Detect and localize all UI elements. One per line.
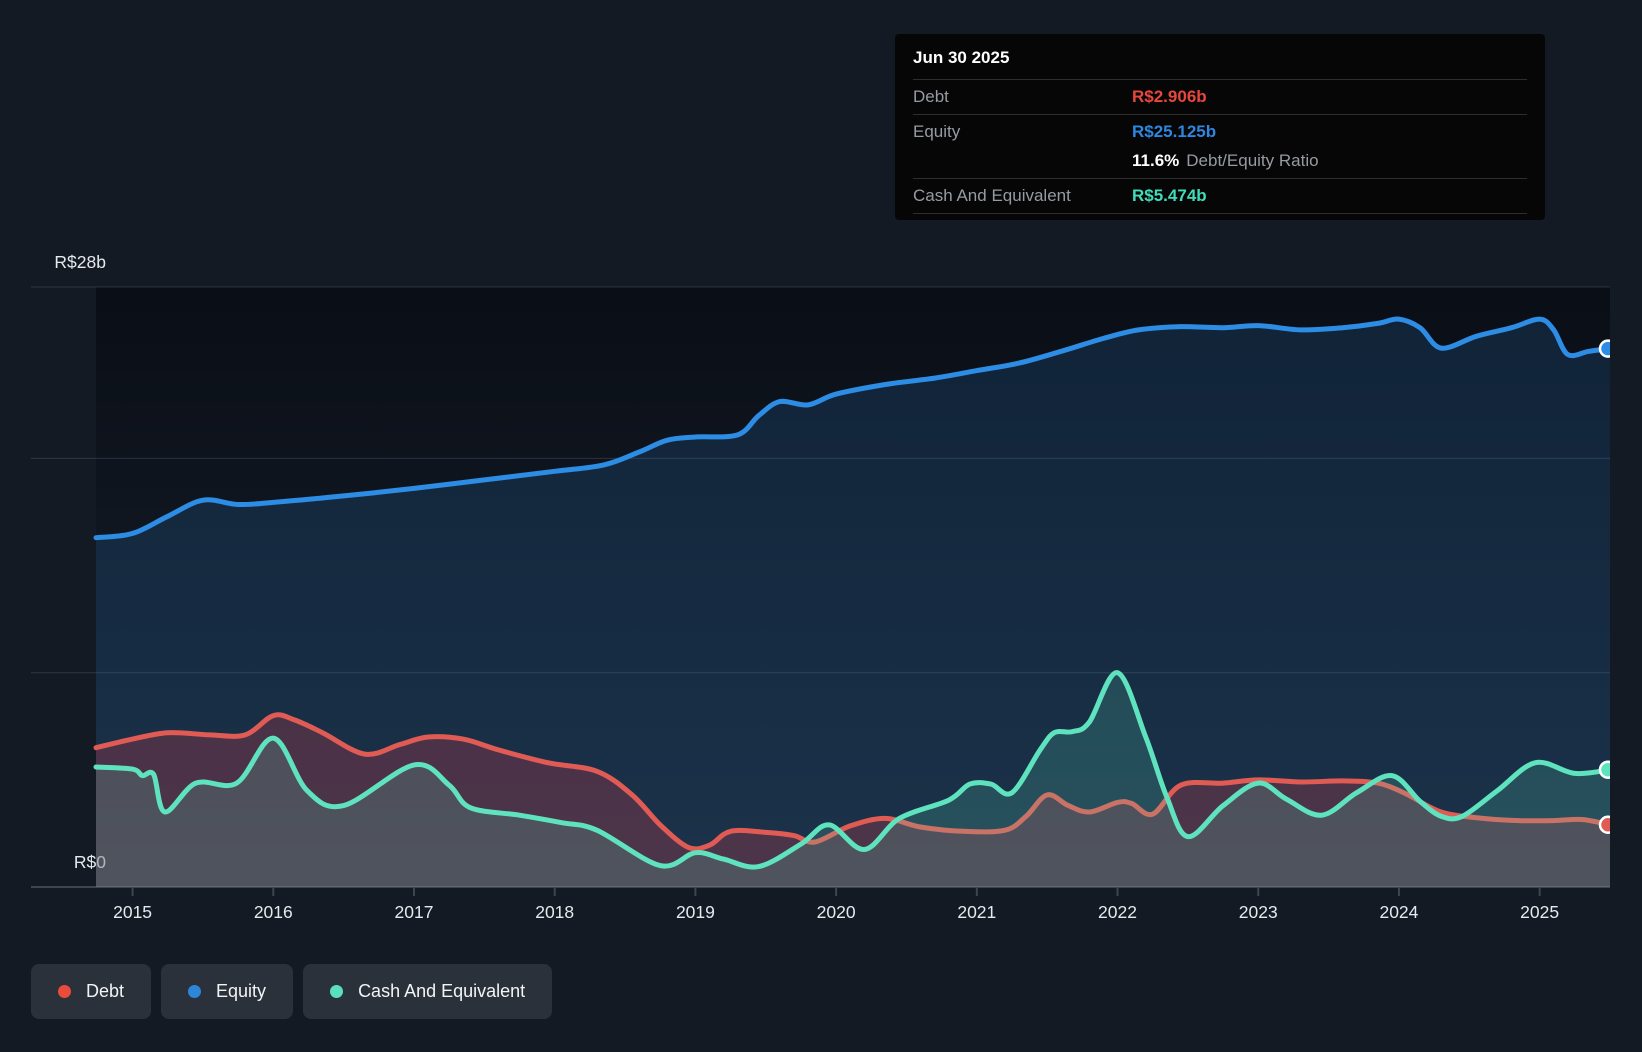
x-axis-label-2023: 2023 <box>1239 902 1278 922</box>
x-axis-label-2025: 2025 <box>1520 902 1559 922</box>
tooltip-equity-value: R$25.125b <box>1132 122 1217 141</box>
x-axis-label-2022: 2022 <box>1098 902 1137 922</box>
tooltip-debt-row: Debt R$2.906b <box>913 80 1527 115</box>
legend-item-cash[interactable]: Cash And Equivalent <box>303 964 553 1019</box>
tooltip-cash-row: Cash And Equivalent R$5.474b <box>913 179 1527 214</box>
tooltip-equity-row: Equity R$25.125b <box>913 115 1527 144</box>
tooltip-equity-label: Equity <box>913 122 961 141</box>
tooltip-debt-value: R$2.906b <box>1132 87 1207 106</box>
cash-dot-icon <box>330 985 344 998</box>
x-axis-label-2021: 2021 <box>957 902 996 922</box>
debt-area <box>96 714 1610 887</box>
tooltip-debt-label: Debt <box>913 87 949 106</box>
y-axis-label-28b: R$28b <box>54 252 106 272</box>
debt-line <box>93 712 1613 852</box>
tooltip-ratio-value: 11.6% <box>1132 151 1180 170</box>
cash-and-equivalent-area <box>96 672 1610 887</box>
plot-background <box>96 287 1610 887</box>
tooltip-cash-label: Cash And Equivalent <box>913 186 1071 205</box>
x-axis-label-2017: 2017 <box>395 902 434 922</box>
equity-dot-icon <box>188 985 202 998</box>
x-axis-label-2024: 2024 <box>1379 902 1418 922</box>
chart-tooltip: Jun 30 2025 Debt R$2.906b Equity R$25.12… <box>895 34 1545 220</box>
legend-debt-label: Debt <box>86 981 125 1001</box>
right-margin-cover <box>1610 0 1642 1052</box>
x-axis-label-2020: 2020 <box>817 902 856 922</box>
equity-line <box>93 316 1613 541</box>
legend-item-debt[interactable]: Debt <box>31 964 152 1019</box>
tooltip-cash-value: R$5.474b <box>1132 186 1207 205</box>
legend-equity-label: Equity <box>216 981 267 1001</box>
x-axis-label-2016: 2016 <box>254 902 293 922</box>
x-axis-label-2019: 2019 <box>676 902 715 922</box>
legend-item-equity[interactable]: Equity <box>161 964 294 1019</box>
debt-dot-icon <box>58 985 71 998</box>
tooltip-ratio-label: Debt/Equity Ratio <box>1186 151 1319 170</box>
x-axis-label-2018: 2018 <box>535 902 574 922</box>
y-axis-label-0b: R$0 <box>74 852 106 872</box>
legend-cash-label: Cash And Equivalent <box>358 981 526 1001</box>
cash-and-equivalent-line <box>93 670 1613 870</box>
tooltip-ratio-row: 11.6% Debt/Equity Ratio <box>913 144 1527 179</box>
equity-area <box>96 319 1610 888</box>
chart-legend: Debt Equity Cash And Equivalent <box>31 964 553 1019</box>
x-axis-label-2015: 2015 <box>113 902 152 922</box>
tooltip-date: Jun 30 2025 <box>913 48 1527 80</box>
